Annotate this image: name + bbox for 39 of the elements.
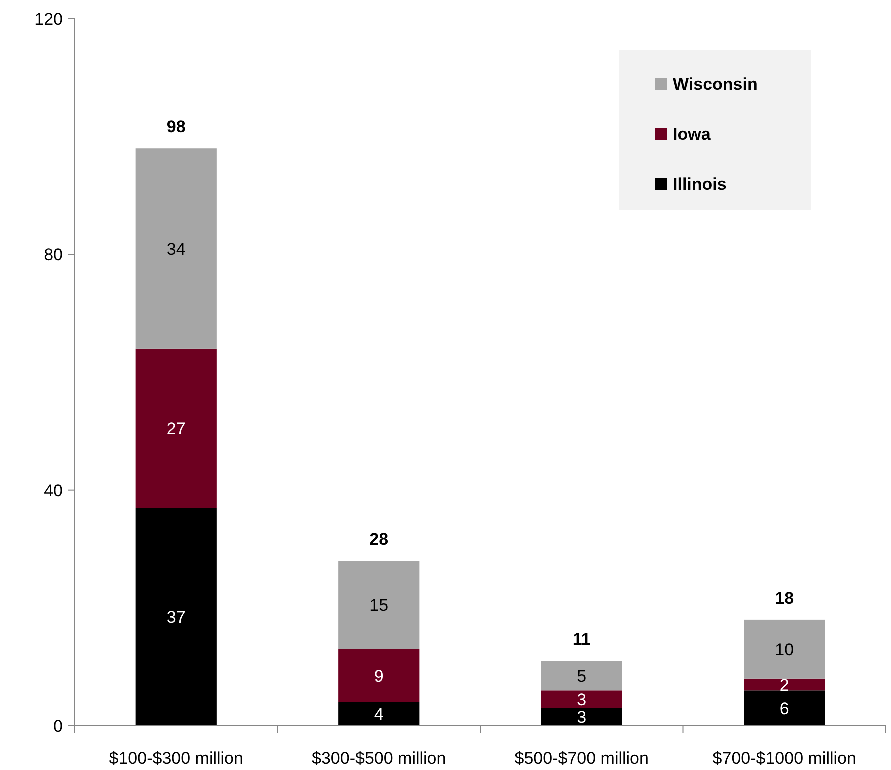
- data-label: 10: [775, 640, 794, 660]
- bar: [541, 690, 622, 708]
- data-label: 5: [577, 666, 587, 686]
- legend-label: Illinois: [673, 175, 727, 194]
- data-label: 9: [374, 666, 384, 686]
- y-tick-label: 120: [34, 10, 63, 29]
- total-label: 11: [572, 630, 591, 650]
- data-label: 3: [577, 690, 587, 710]
- bar: [541, 661, 622, 691]
- bar: [338, 649, 420, 702]
- bar: [136, 508, 217, 726]
- x-tick-label: $100-$300 million: [109, 749, 244, 768]
- data-label: 34: [166, 240, 186, 259]
- y-tick-label: 0: [54, 717, 63, 736]
- bar: [744, 620, 826, 679]
- data-label: 2: [780, 676, 790, 695]
- data-label: 4: [374, 705, 384, 724]
- bar: [744, 690, 826, 726]
- x-tick-label: $300-$500 million: [312, 749, 446, 768]
- bar: [136, 148, 217, 349]
- data-label: 15: [370, 596, 389, 616]
- total-label: 98: [166, 118, 186, 137]
- bar: [136, 348, 217, 508]
- legend-label: Wisconsin: [673, 75, 758, 94]
- bar: [338, 702, 420, 726]
- y-tick-label: 80: [44, 246, 63, 265]
- bar: [744, 678, 826, 691]
- data-label: 37: [166, 608, 186, 628]
- total-label: 28: [370, 530, 389, 550]
- y-tick-label: 40: [44, 481, 63, 500]
- total-label: 18: [775, 588, 794, 608]
- bar: [541, 708, 622, 726]
- data-label: 3: [577, 708, 587, 728]
- x-tick-label: $700-$1000 million: [712, 749, 856, 768]
- data-label: 6: [780, 699, 790, 718]
- bar: [338, 561, 420, 650]
- legend-label: Iowa: [673, 125, 712, 144]
- data-label: 27: [166, 419, 186, 438]
- x-tick-label: $500-$700 million: [514, 749, 649, 768]
